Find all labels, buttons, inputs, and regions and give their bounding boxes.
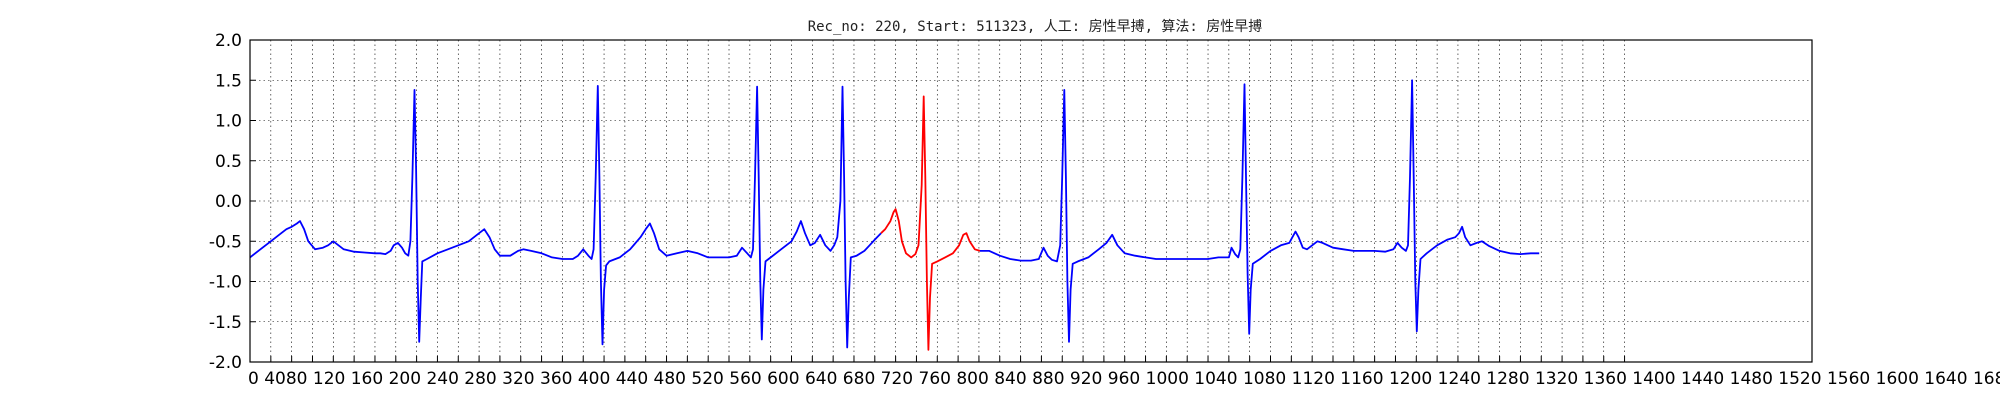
series-line-ecg-tail bbox=[980, 79, 1540, 343]
series-line-ecg-highlight bbox=[880, 95, 981, 351]
chart-title: Rec_no: 220, Start: 511323, 人工: 房性早搏, 算法… bbox=[808, 18, 1263, 35]
y-tick-label: -2.0 bbox=[209, 353, 242, 373]
y-tick-label: 0.0 bbox=[215, 192, 242, 212]
y-tick-label: 0.5 bbox=[215, 152, 242, 172]
series-layer bbox=[249, 79, 1540, 351]
y-tick-label: 2.0 bbox=[215, 31, 242, 51]
y-tick-label: -0.5 bbox=[209, 232, 242, 252]
y-tick-label: -1.0 bbox=[209, 273, 242, 293]
y-tick-label: 1.5 bbox=[215, 71, 242, 91]
x-tick-labels: 0 4080 120 160 200 240 280 320 360 400 4… bbox=[248, 369, 2000, 389]
y-tick-label: 1.0 bbox=[215, 112, 242, 132]
y-axis: 2.0 1.5 1.0 0.5 0.0 -0.5 -1.0 -1.5 -2.0 bbox=[209, 31, 256, 373]
series-line-ecg bbox=[249, 85, 882, 349]
grid-layer bbox=[250, 40, 1812, 362]
y-tick-label: -1.5 bbox=[209, 313, 242, 333]
